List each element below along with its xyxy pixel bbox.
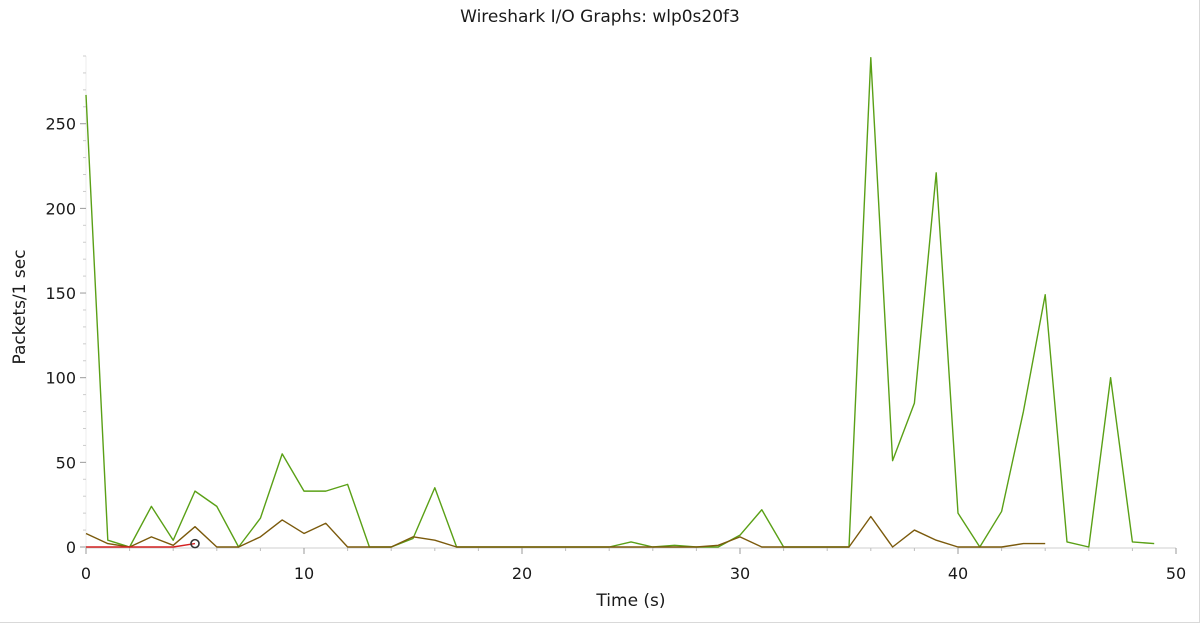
x-tick-label: 20 bbox=[512, 564, 532, 583]
y-tick-label: 150 bbox=[45, 284, 76, 303]
series-line-2[interactable] bbox=[85, 515, 1046, 548]
y-tick-label: 0 bbox=[66, 538, 76, 557]
axes: 0 10 20 30 40 50 0 50 100 150 200 250 bbox=[45, 55, 1186, 583]
y-tick-label: 200 bbox=[45, 199, 76, 218]
y-axis-label: Packets/1 sec bbox=[10, 249, 30, 364]
plot-area bbox=[85, 56, 1155, 549]
x-tick-label: 30 bbox=[730, 564, 750, 583]
y-tick-label: 50 bbox=[56, 453, 76, 472]
x-tick-label: 10 bbox=[294, 564, 314, 583]
series-line-1[interactable] bbox=[85, 56, 1155, 548]
chart-title: Wireshark I/O Graphs: wlp0s20f3 bbox=[460, 7, 740, 27]
x-axis-label: Time (s) bbox=[595, 591, 665, 611]
y-tick-label: 250 bbox=[45, 115, 76, 134]
x-tick-label: 0 bbox=[81, 564, 91, 583]
graph-marker[interactable] bbox=[190, 538, 200, 549]
series-line-3[interactable] bbox=[86, 542, 196, 548]
x-tick-label: 50 bbox=[1166, 564, 1186, 583]
x-tick-label: 40 bbox=[948, 564, 968, 583]
y-tick-label: 100 bbox=[45, 369, 76, 388]
